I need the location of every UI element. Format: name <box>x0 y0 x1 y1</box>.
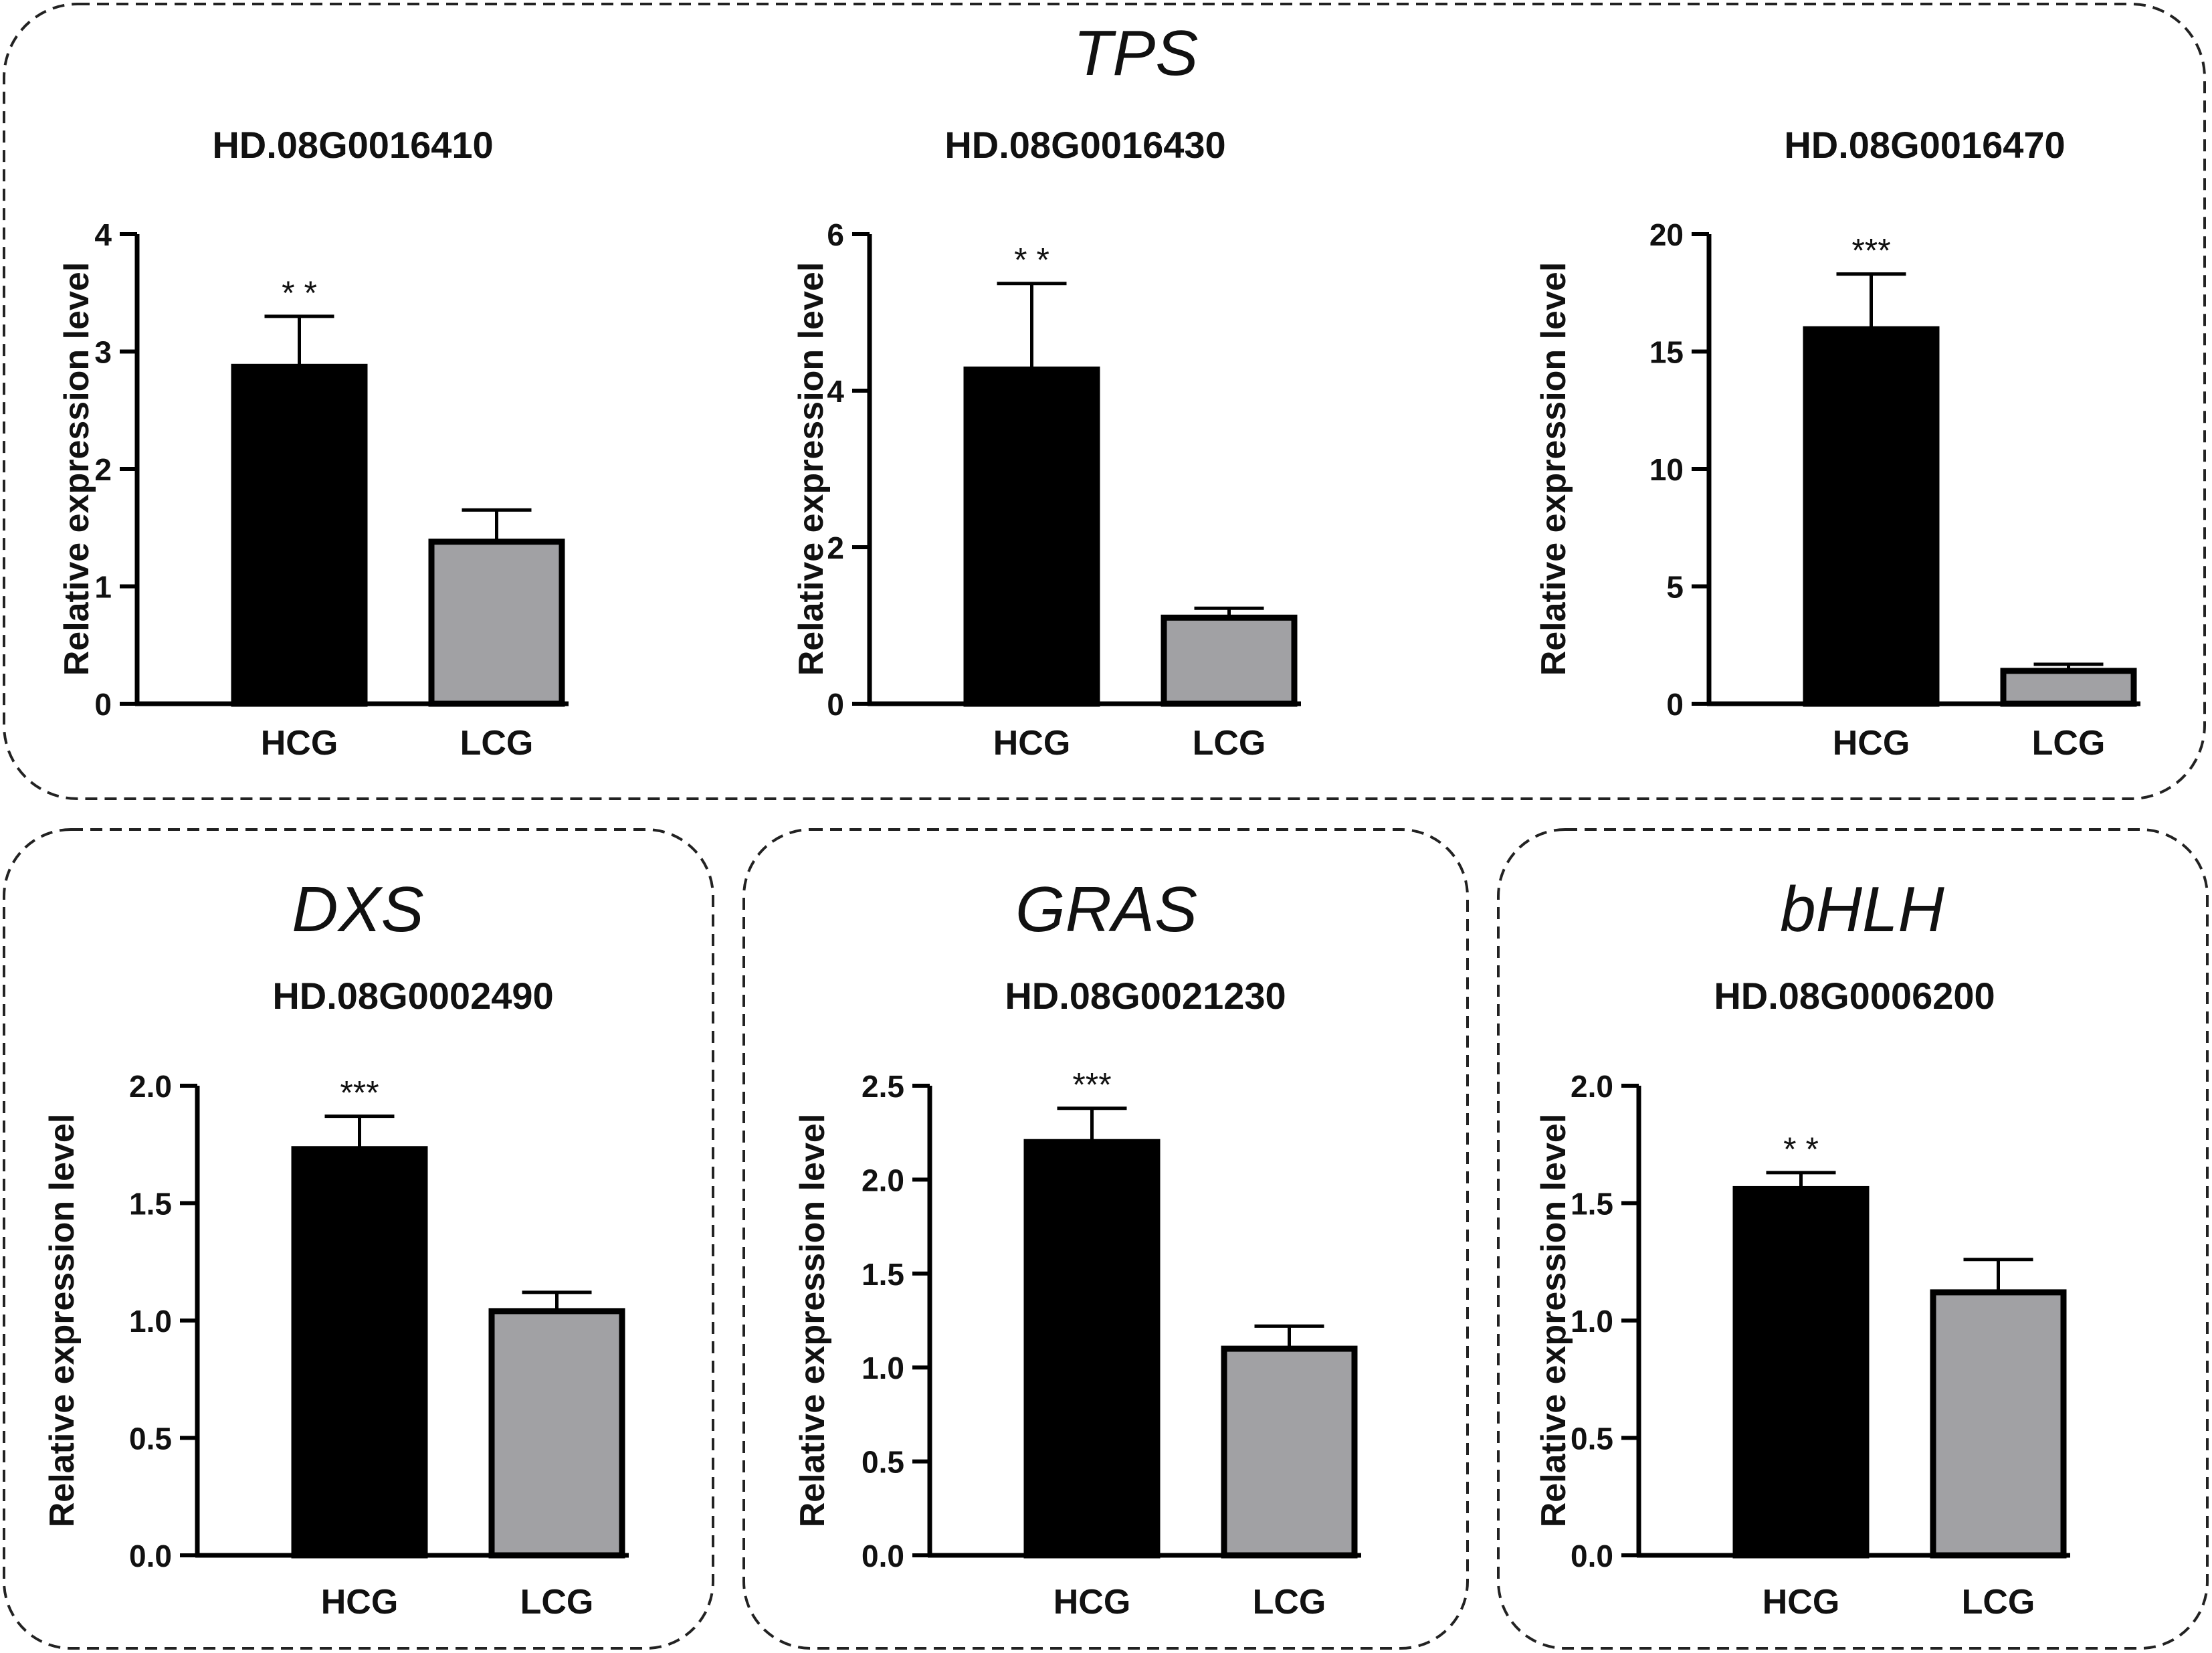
y-tick-label: 1 <box>94 570 112 605</box>
bar-hcg <box>231 363 368 707</box>
y-tick-label: 0.5 <box>129 1422 172 1456</box>
y-tick-label: 2.0 <box>129 1069 172 1104</box>
y-tick-label: 6 <box>827 217 844 252</box>
y-tick-label: 1.5 <box>129 1187 172 1222</box>
y-tick-label: 0 <box>827 687 844 722</box>
y-tick-label: 3 <box>94 335 112 370</box>
y-tick-label: 1.0 <box>862 1351 904 1385</box>
y-tick-label: 20 <box>1649 217 1684 252</box>
x-tick-label: LCG <box>1193 724 1266 763</box>
group-box-dxs <box>3 828 714 1650</box>
x-tick-label: LCG <box>1962 1583 2035 1622</box>
x-tick-label: HCG <box>321 1583 399 1622</box>
y-tick-label: 4 <box>94 217 112 252</box>
y-tick-label: 0 <box>94 687 112 722</box>
y-tick-label: 1.0 <box>129 1304 172 1339</box>
x-tick-label: LCG <box>2032 724 2106 763</box>
x-tick-label: LCG <box>460 724 534 763</box>
y-tick-label: 2.0 <box>1571 1069 1613 1104</box>
group-title-bhlh: bHLH <box>1780 874 1944 945</box>
x-tick-label: LCG <box>520 1583 594 1622</box>
significance-marker: *** <box>1851 232 1890 270</box>
y-axis-label: Relative expression level <box>43 1114 82 1528</box>
y-tick-label: 4 <box>827 374 844 409</box>
chart-panel-hd08g0021230: HD.08G0021230 Relative expression level 0.… <box>793 975 1361 1622</box>
significance-marker: *** <box>340 1074 379 1112</box>
bar-lcg <box>1221 1345 1358 1559</box>
y-tick-label: 10 <box>1649 452 1684 487</box>
y-tick-label: 2.5 <box>862 1069 904 1104</box>
bar-lcg <box>488 1308 625 1559</box>
bar-hcg <box>1023 1139 1161 1559</box>
bar-lcg <box>1161 614 1298 707</box>
y-tick-label: 0 <box>1666 687 1684 722</box>
chart-title: HD.08G0002490 <box>272 975 553 1017</box>
y-tick-label: 2.0 <box>862 1163 904 1197</box>
y-tick-label: 1.5 <box>862 1257 904 1292</box>
y-axis-label: Relative expression level <box>58 262 96 676</box>
y-tick-label: 1.5 <box>1571 1187 1613 1222</box>
y-axis-label: Relative expression level <box>793 1114 832 1528</box>
y-axis-label: Relative expression level <box>1534 1114 1573 1528</box>
significance-marker: *** <box>1072 1066 1111 1104</box>
chart-title: HD.08G0006200 <box>1714 975 1995 1017</box>
x-tick-label: HCG <box>1053 1583 1131 1622</box>
chart-panel-hd08g0002490: HD.08G0002490 Relative expression level 0.… <box>43 975 629 1622</box>
chart-panel-hd08g0016430: HD.08G0016430 Relative expression level 0 2… <box>792 124 1301 763</box>
chart-title: HD.08G0016410 <box>212 124 493 166</box>
significance-marker: * * <box>1014 241 1049 279</box>
chart-panel-hd08g0016410: HD.08G0016410 Relative expression level 0 1… <box>58 124 569 763</box>
group-box-tps <box>3 3 2206 800</box>
x-tick-label: HCG <box>993 724 1071 763</box>
x-tick-label: HCG <box>261 724 338 763</box>
y-tick-label: 5 <box>1666 570 1684 605</box>
group-title-gras: GRAS <box>1015 874 1197 945</box>
x-tick-label: HCG <box>1763 1583 1840 1622</box>
chart-title: HD.08G0016470 <box>1784 124 2065 166</box>
bar-hcg <box>291 1146 428 1559</box>
y-axis-label: Relative expression level <box>792 262 831 676</box>
bar-lcg <box>1930 1289 2067 1559</box>
x-tick-label: LCG <box>1253 1583 1326 1622</box>
bar-hcg <box>1803 326 1940 707</box>
group-title-tps: TPS <box>1074 17 1199 89</box>
significance-marker: * * <box>1783 1131 1819 1168</box>
y-tick-label: 0.5 <box>1571 1422 1613 1456</box>
bar-hcg <box>963 366 1100 707</box>
group-box-bhlh <box>1497 828 2209 1650</box>
y-tick-label: 2 <box>94 452 112 487</box>
y-tick-label: 0.0 <box>1571 1539 1613 1573</box>
group-box-gras <box>742 828 1469 1650</box>
group-title-dxs: DXS <box>292 874 423 945</box>
x-tick-label: HCG <box>1833 724 1910 763</box>
y-tick-label: 0.0 <box>129 1539 172 1573</box>
y-tick-label: 0.0 <box>862 1539 904 1573</box>
y-tick-label: 2 <box>827 530 844 565</box>
chart-title: HD.08G0016430 <box>944 124 1225 166</box>
bar-lcg <box>2000 668 2137 707</box>
significance-marker: * * <box>282 274 317 312</box>
bar-lcg <box>428 539 565 707</box>
chart-title: HD.08G0021230 <box>1005 975 1286 1017</box>
y-axis-label: Relative expression level <box>1534 262 1573 676</box>
y-tick-label: 15 <box>1649 335 1684 370</box>
bar-hcg <box>1732 1185 1870 1559</box>
y-tick-label: 0.5 <box>862 1445 904 1480</box>
chart-panel-hd08g0016470: HD.08G0016470 Relative expression level 0 5… <box>1534 124 2140 763</box>
y-tick-label: 1.0 <box>1571 1304 1613 1339</box>
